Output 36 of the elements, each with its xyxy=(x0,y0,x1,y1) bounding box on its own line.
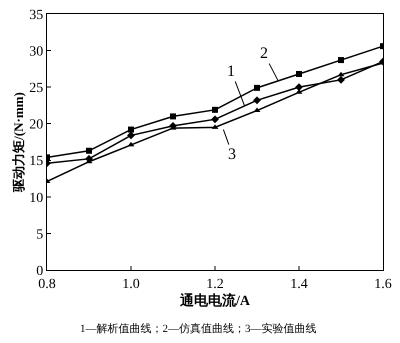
point xyxy=(128,142,134,146)
x-tick-label: 1.2 xyxy=(206,276,224,292)
x-tick-label: 1.0 xyxy=(122,276,140,292)
point xyxy=(254,108,260,112)
x-tick-label: 0.8 xyxy=(38,276,56,292)
point xyxy=(170,113,176,120)
point xyxy=(212,106,218,113)
point xyxy=(211,115,219,124)
y-tick-label: 20 xyxy=(29,118,44,133)
point xyxy=(337,76,345,84)
annotation: 3 xyxy=(228,146,236,163)
y-axis-title: 驱动力矩/(N·mm) xyxy=(11,92,26,193)
y-tick-label: 15 xyxy=(29,154,44,170)
point xyxy=(253,96,261,104)
y-tick-label: 30 xyxy=(29,44,44,60)
point xyxy=(128,126,134,133)
annotation: 2 xyxy=(260,45,268,62)
point xyxy=(254,84,260,91)
x-axis-title: 通电电流/A xyxy=(179,292,251,310)
x-tick-label: 1.6 xyxy=(374,276,392,292)
point xyxy=(86,148,92,154)
x-tick-label: 1.4 xyxy=(290,276,308,292)
point xyxy=(127,132,135,140)
point xyxy=(338,72,344,76)
point xyxy=(295,83,303,92)
point xyxy=(296,89,302,94)
text: 1—解析值曲线；2—仿真值曲线；3—实验值曲线 xyxy=(80,322,316,335)
y-tick-label: 0 xyxy=(36,264,44,279)
y-tick-label: 35 xyxy=(29,8,44,23)
y-tick-label: 10 xyxy=(29,190,44,206)
y-tick-label: 25 xyxy=(29,81,44,96)
point xyxy=(338,57,344,64)
y-tick-label: 5 xyxy=(36,227,44,242)
annotation: 1 xyxy=(227,63,235,80)
point xyxy=(296,70,302,77)
point xyxy=(212,124,218,129)
